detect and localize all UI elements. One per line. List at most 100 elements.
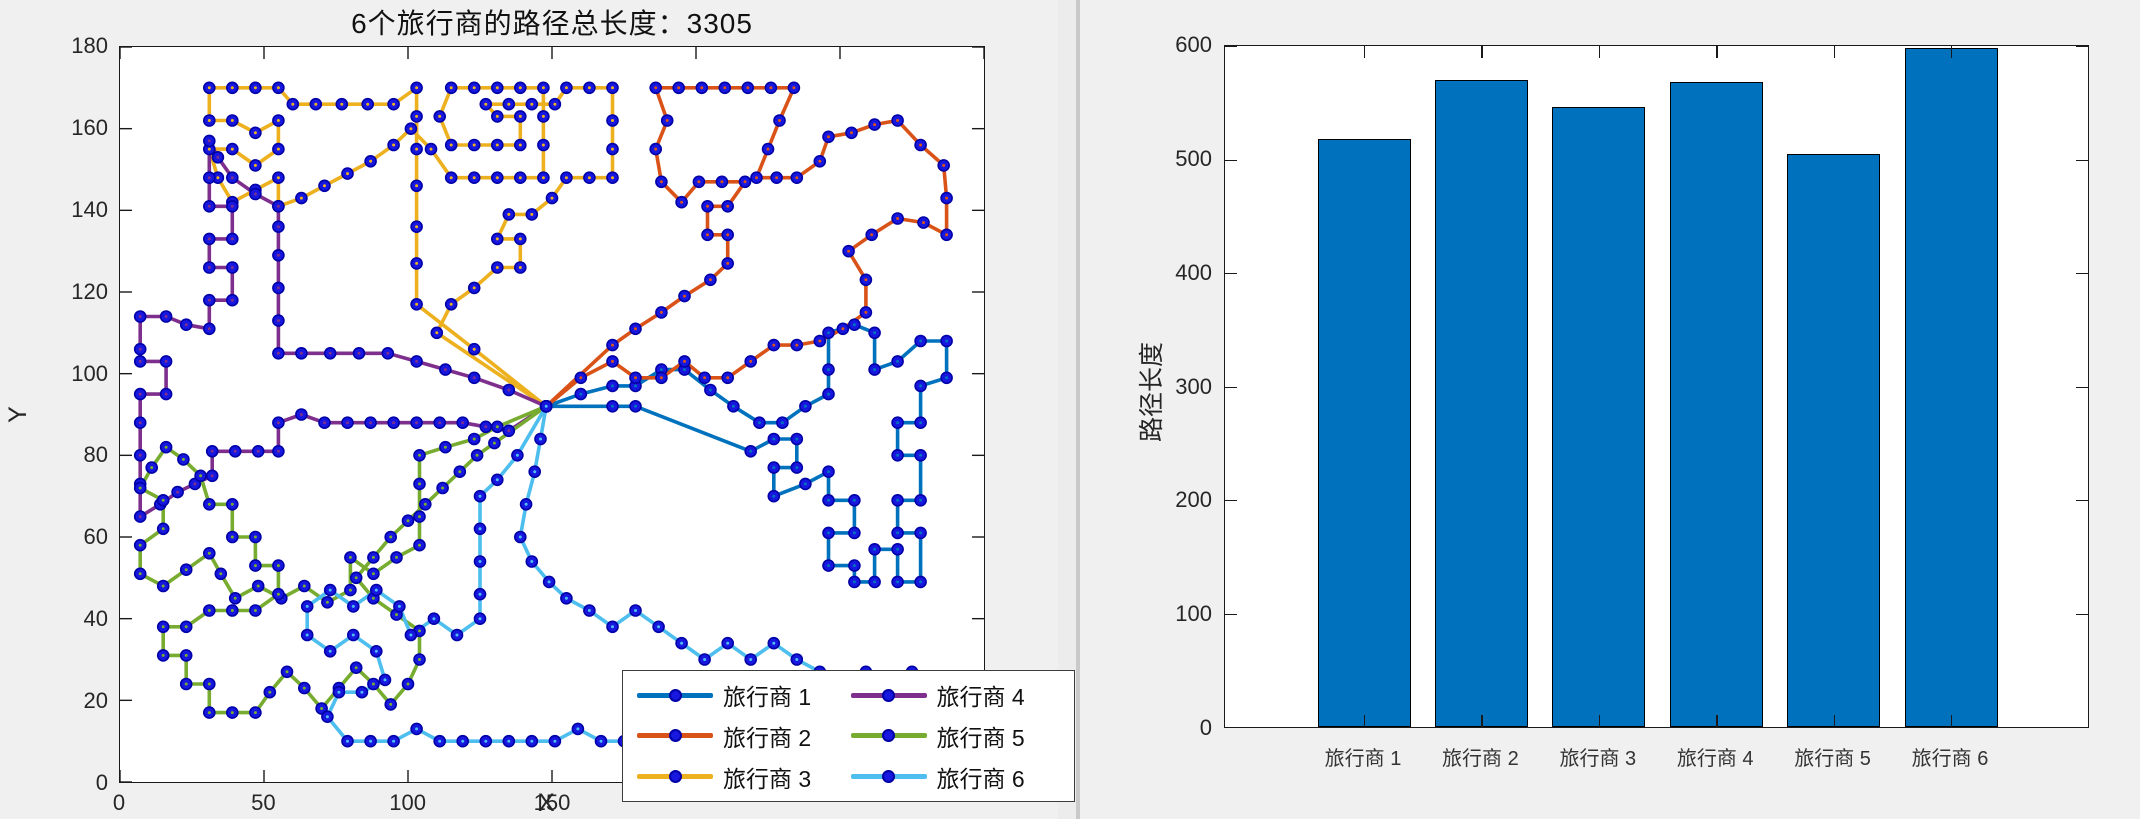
city-marker-center xyxy=(299,351,303,355)
city-marker-center xyxy=(366,102,370,106)
city-marker-center xyxy=(495,86,499,90)
legend-line-swatch xyxy=(850,688,927,702)
city-marker-center xyxy=(161,625,165,629)
city-marker-center xyxy=(634,384,637,388)
city-marker-center xyxy=(346,739,349,743)
city-marker-center xyxy=(461,739,465,743)
city-marker-center xyxy=(478,592,482,596)
city-marker-center xyxy=(852,498,856,502)
city-marker-center xyxy=(495,478,499,482)
city-marker-center xyxy=(323,184,326,188)
city-marker-center xyxy=(803,482,807,486)
city-marker-center xyxy=(397,604,401,608)
city-marker-center xyxy=(611,359,614,363)
city-marker-center xyxy=(418,453,421,457)
city-marker-center xyxy=(164,359,168,363)
city-marker-center xyxy=(919,143,923,147)
city-marker-center xyxy=(138,359,142,363)
city-marker-center xyxy=(207,502,211,506)
city-marker-center xyxy=(348,555,352,559)
city-marker-center xyxy=(683,294,686,298)
city-marker-center xyxy=(659,310,663,314)
city-marker-center xyxy=(495,114,499,118)
city-marker-center xyxy=(207,327,211,331)
x-tick xyxy=(1833,46,1835,58)
y-tick-label: 300 xyxy=(1175,373,1212,399)
city-marker-center xyxy=(706,204,709,208)
y-tick xyxy=(1225,613,1237,615)
city-marker-center xyxy=(184,625,188,629)
city-marker-center xyxy=(320,707,324,710)
y-tick xyxy=(2076,46,2088,48)
city-marker-center xyxy=(665,119,669,122)
city-marker-center xyxy=(138,486,142,490)
city-marker-center xyxy=(230,266,234,269)
city-marker-center xyxy=(161,527,165,531)
city-marker-center xyxy=(896,217,900,220)
city-marker-center xyxy=(611,404,614,408)
city-marker-center xyxy=(515,453,519,457)
city-marker-center xyxy=(731,404,735,408)
city-marker-center xyxy=(138,421,142,425)
x-tick-label: 150 xyxy=(533,790,571,815)
city-marker-center xyxy=(210,474,214,478)
city-marker-center xyxy=(207,551,211,555)
city-marker-center xyxy=(328,649,332,653)
city-marker-center xyxy=(576,727,580,731)
x-tick xyxy=(1598,715,1601,727)
city-marker-center xyxy=(919,580,923,584)
city-marker-center xyxy=(276,225,280,229)
bar-salesman-4 xyxy=(1669,82,1763,727)
city-marker-center xyxy=(550,196,554,200)
city-marker-center xyxy=(541,176,545,180)
city-marker-center xyxy=(323,421,326,425)
city-marker-center xyxy=(443,445,447,449)
city-marker-center xyxy=(210,449,214,453)
city-marker-center xyxy=(438,114,442,118)
city-marker-center xyxy=(472,86,476,90)
city-marker-center xyxy=(449,302,453,306)
city-marker-center xyxy=(386,351,390,355)
city-marker-center xyxy=(216,155,220,159)
x-tick-label: 0 xyxy=(112,790,126,815)
city-marker-center xyxy=(530,739,534,743)
city-marker-center xyxy=(547,580,551,584)
x-tick xyxy=(1716,715,1718,727)
city-marker-center xyxy=(755,176,758,180)
city-marker-center xyxy=(852,531,856,535)
city-marker-center xyxy=(611,625,614,629)
city-marker-center xyxy=(199,474,203,478)
city-marker-center xyxy=(507,429,511,433)
city-marker-center xyxy=(371,555,375,559)
city-marker-center xyxy=(395,613,398,617)
x-tick xyxy=(1364,715,1366,727)
city-marker-center xyxy=(746,86,750,90)
city-marker-center xyxy=(346,172,349,176)
y-tick xyxy=(2076,159,2088,161)
city-marker-center xyxy=(233,449,237,453)
y-tick-label: 0 xyxy=(1199,715,1212,740)
city-marker-center xyxy=(415,727,419,731)
city-marker-center xyxy=(680,200,684,204)
bar-salesman-6 xyxy=(1904,48,1998,727)
city-marker-center xyxy=(371,596,375,600)
city-marker-center xyxy=(659,376,663,380)
bar-salesman-1 xyxy=(1317,139,1411,727)
city-marker-center xyxy=(230,711,234,715)
y-tick xyxy=(2076,613,2088,615)
city-marker-center xyxy=(276,119,280,122)
city-marker-center xyxy=(291,102,295,106)
city-marker-center xyxy=(896,531,900,535)
y-tick-label: 180 xyxy=(71,33,108,58)
city-marker-center xyxy=(795,176,799,180)
city-marker-center xyxy=(449,86,453,90)
city-marker-center xyxy=(541,86,545,90)
city-marker-center xyxy=(654,147,658,151)
city-marker-center xyxy=(233,596,237,600)
y-tick xyxy=(1225,46,1237,48)
city-marker-center xyxy=(544,404,548,408)
city-marker-center xyxy=(757,421,761,425)
city-marker-center xyxy=(374,649,378,653)
city-marker-center xyxy=(383,678,387,682)
city-marker-center xyxy=(415,114,419,118)
